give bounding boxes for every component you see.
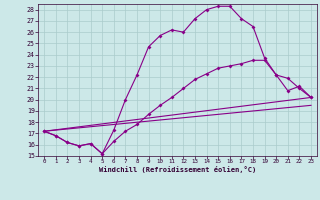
X-axis label: Windchill (Refroidissement éolien,°C): Windchill (Refroidissement éolien,°C) [99,166,256,173]
